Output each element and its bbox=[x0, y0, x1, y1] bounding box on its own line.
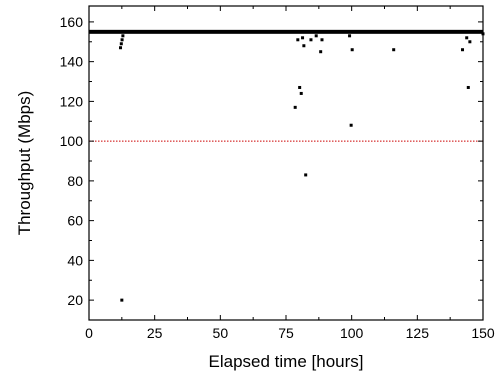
y-tick-label: 160 bbox=[60, 14, 84, 30]
data-point bbox=[314, 34, 318, 38]
data-points-layer bbox=[119, 32, 485, 302]
x-tick-label: 75 bbox=[278, 325, 294, 341]
y-tick-label: 140 bbox=[60, 54, 84, 70]
x-tick-label: 50 bbox=[213, 325, 229, 341]
plot-frame bbox=[88, 5, 484, 321]
data-point bbox=[465, 36, 469, 40]
data-point bbox=[320, 38, 324, 42]
data-point bbox=[348, 34, 352, 38]
x-tick-label: 0 bbox=[85, 325, 93, 341]
data-point bbox=[120, 38, 124, 42]
y-tick-label: 100 bbox=[60, 133, 84, 149]
data-point bbox=[468, 40, 472, 44]
data-point bbox=[121, 34, 125, 38]
data-point bbox=[119, 46, 123, 50]
data-point bbox=[120, 298, 124, 302]
y-tick-label: 120 bbox=[60, 93, 84, 109]
baseline-band-layer bbox=[89, 29, 483, 34]
data-point bbox=[119, 42, 123, 46]
data-point bbox=[293, 105, 297, 109]
data-point bbox=[301, 36, 305, 40]
data-point bbox=[299, 91, 303, 95]
x-tick-label: 125 bbox=[406, 325, 430, 341]
data-point bbox=[302, 44, 306, 48]
y-tick-label: 60 bbox=[67, 213, 83, 229]
y-tick-label: 40 bbox=[67, 252, 83, 268]
data-point bbox=[298, 85, 302, 89]
data-point bbox=[392, 48, 396, 52]
x-axis-ticks: 0 25 50 75 100 125 150 bbox=[85, 6, 495, 341]
plot-area bbox=[88, 5, 484, 321]
y-tick-label: 20 bbox=[67, 292, 83, 308]
x-tick-label: 150 bbox=[471, 325, 495, 341]
y-axis-ticks: 20 40 60 80 100 120 140 160 bbox=[60, 14, 483, 308]
x-axis-label: Elapsed time [hours] bbox=[209, 352, 364, 371]
baseline-band bbox=[89, 29, 483, 34]
data-point bbox=[304, 173, 308, 177]
data-point bbox=[466, 85, 470, 89]
data-point bbox=[349, 123, 353, 127]
data-point bbox=[319, 50, 323, 54]
y-tick-label: 80 bbox=[67, 173, 83, 189]
y-axis-label: Throughput (Mbps) bbox=[15, 91, 34, 236]
data-point bbox=[309, 38, 313, 42]
x-tick-label: 100 bbox=[340, 325, 364, 341]
x-tick-label: 25 bbox=[147, 325, 163, 341]
data-point bbox=[481, 32, 485, 36]
data-point bbox=[350, 48, 354, 52]
data-point bbox=[296, 38, 300, 42]
data-point bbox=[461, 48, 465, 52]
